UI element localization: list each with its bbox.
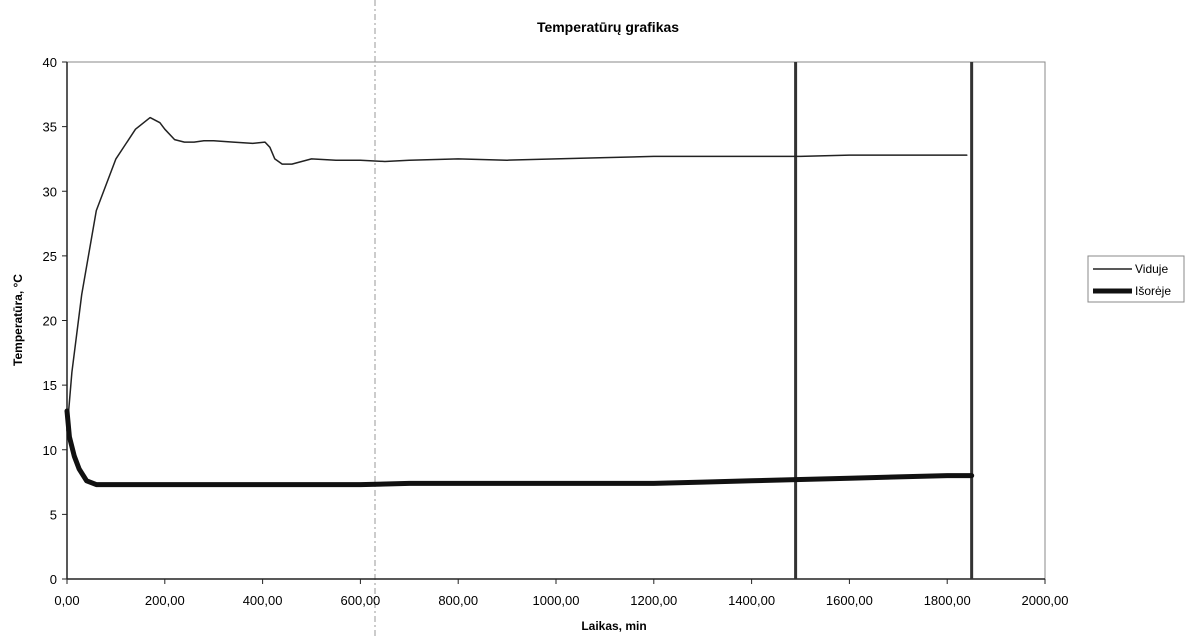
x-tick-label: 0,00 xyxy=(54,593,79,608)
x-tick-label: 400,00 xyxy=(243,593,283,608)
legend-label-viduje: Viduje xyxy=(1135,262,1168,276)
y-tick-label: 40 xyxy=(43,55,57,70)
x-axis-title: Laikas, min xyxy=(581,619,646,633)
y-tick-label: 25 xyxy=(43,249,57,264)
plot-area xyxy=(67,62,1045,579)
x-axis: 0,00 200,00 400,00 600,00 800,00 1000,00 1200,… xyxy=(54,579,1068,608)
y-axis-title: Temperatūra, °C xyxy=(11,274,25,366)
legend-label-isoreje: Išorėje xyxy=(1135,284,1171,298)
x-tick-label: 1000,00 xyxy=(533,593,580,608)
x-tick-label: 1800,00 xyxy=(924,593,971,608)
x-tick-label: 2000,00 xyxy=(1022,593,1069,608)
y-axis: 0 5 10 15 20 25 30 35 40 xyxy=(43,55,67,587)
y-tick-label: 20 xyxy=(43,314,57,329)
y-tick-label: 10 xyxy=(43,443,57,458)
y-tick-label: 0 xyxy=(50,572,57,587)
legend: Viduje Išorėje xyxy=(1088,256,1184,302)
x-tick-label: 200,00 xyxy=(145,593,185,608)
chart-title: Temperatūrų grafikas xyxy=(537,19,679,35)
y-tick-label: 30 xyxy=(43,184,57,199)
x-tick-label: 1400,00 xyxy=(728,593,775,608)
x-tick-label: 1600,00 xyxy=(826,593,873,608)
x-tick-label: 800,00 xyxy=(438,593,478,608)
x-tick-label: 600,00 xyxy=(341,593,381,608)
y-tick-label: 35 xyxy=(43,120,57,135)
y-tick-label: 5 xyxy=(50,507,57,522)
y-tick-label: 15 xyxy=(43,378,57,393)
x-tick-label: 1200,00 xyxy=(630,593,677,608)
